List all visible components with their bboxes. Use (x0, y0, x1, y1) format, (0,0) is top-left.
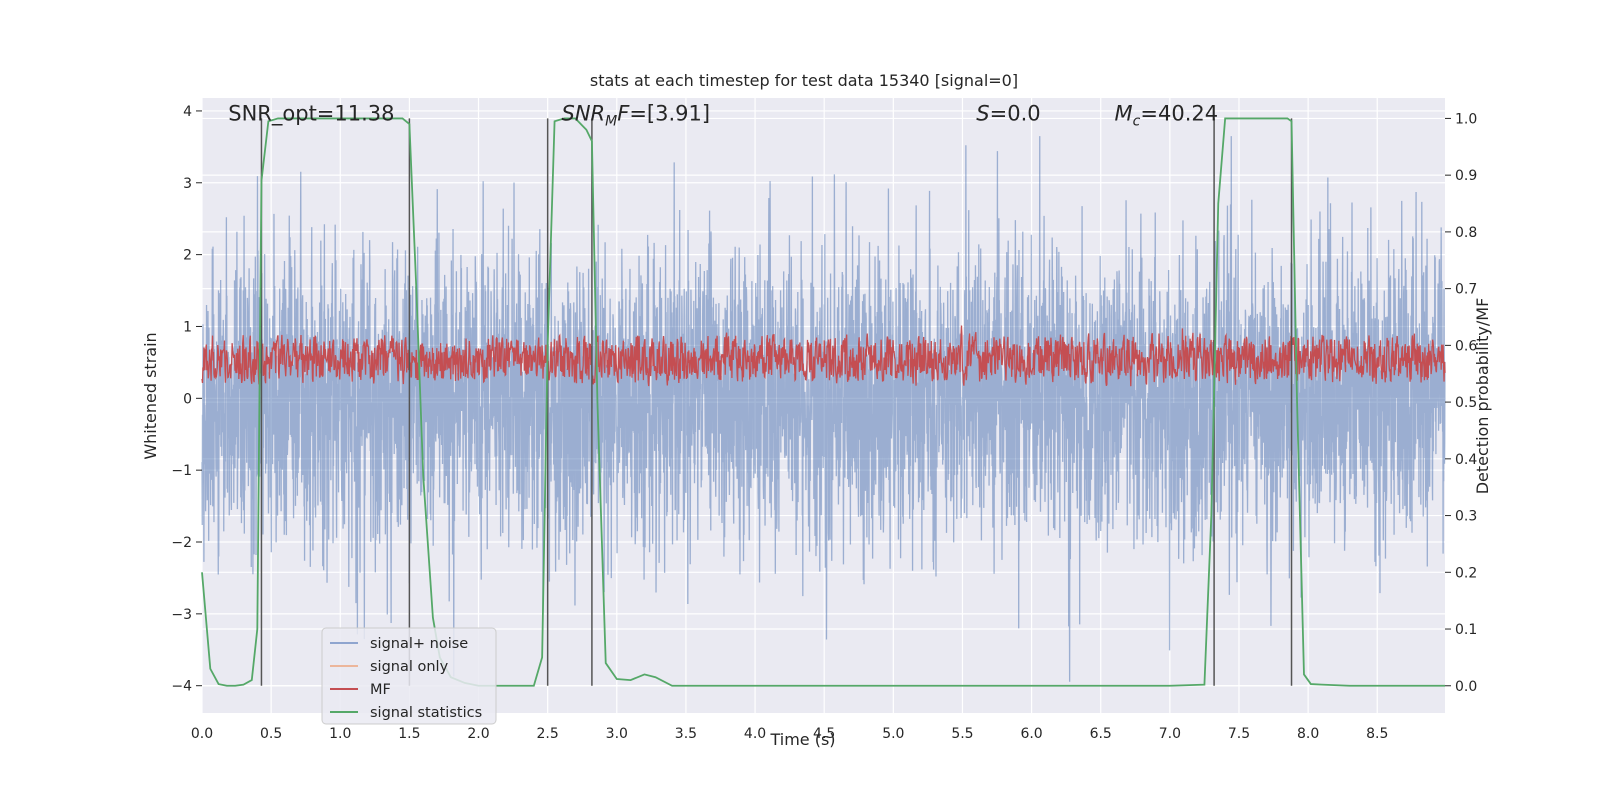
legend: signal+ noise signal only MF signal statist… (321, 627, 497, 725)
y-right-axis-label: Detection probability/MF (1473, 298, 1492, 495)
y-tick-label: 0 (183, 391, 192, 407)
y-tick-label: −2 (171, 535, 192, 551)
legend-label: signal statistics (370, 705, 482, 721)
legend-label: signal+ noise (370, 636, 468, 652)
y-axis-label: Whitened strain (141, 332, 160, 459)
y-tick-label: −4 (171, 679, 192, 695)
x-axis-label: Time (s) (769, 730, 835, 749)
tick-labels: 0.0 0.5 1.0 1.5 2.0 2.5 3.0 3.5 4.0 4.5 5.0 5.5 6.0 6… (171, 104, 1477, 742)
x-tick-label: 1.5 (398, 726, 420, 742)
annotations: SNR_opt=11.38 SNRMF=[3.91] S=0.0 Mc=40.24 (228, 101, 1218, 129)
x-tick-label: 8.0 (1297, 726, 1319, 742)
x-tick-label: 3.0 (606, 726, 628, 742)
annotation-part: M (605, 113, 617, 129)
annotation-part: c (1133, 113, 1141, 129)
y-tick-label: −3 (171, 607, 192, 623)
y-right-tick-label: 0.1 (1455, 622, 1477, 638)
y-right-tick-label: 0.8 (1455, 225, 1477, 241)
y-tick-label: 1 (183, 319, 192, 335)
annotation-part: M (1115, 101, 1133, 125)
x-tick-label: 0.0 (191, 726, 213, 742)
y-right-tick-label: 0.0 (1455, 679, 1477, 695)
x-tick-label: 5.0 (882, 726, 904, 742)
y-tick-label: 2 (183, 248, 192, 264)
legend-label: signal only (370, 659, 449, 675)
series-signal-statistics-line (201, 117, 1445, 687)
x-tick-label: 6.5 (1090, 726, 1112, 742)
annotation-snr-mf: SNRMF=[3.91] (561, 101, 710, 129)
x-tick-label: 7.0 (1159, 726, 1181, 742)
x-tick-label: 4.0 (744, 726, 766, 742)
annotation-part: =0.0 (990, 101, 1041, 125)
x-tick-label: 8.5 (1366, 726, 1388, 742)
annotation-mc-value: Mc=40.24 (1115, 101, 1219, 129)
y-right-tick-label: 0.4 (1455, 452, 1477, 468)
annotation-snr-opt: SNR_opt=11.38 (228, 101, 394, 126)
annotation-part: SNR (561, 101, 605, 125)
annotation-part: =40.24 (1140, 101, 1218, 125)
annotation-part: =[3.91] (629, 101, 710, 125)
y-tick-label: 4 (183, 104, 192, 120)
y-right-tick-label: 0.3 (1455, 509, 1477, 525)
x-tick-label: 0.5 (260, 726, 282, 742)
annotation-part: F (617, 101, 630, 125)
annotation-s-value: S=0.0 (976, 101, 1040, 125)
y-right-tick-label: 0.7 (1455, 282, 1477, 298)
y-tick-label: 3 (183, 176, 192, 192)
x-tick-label: 2.0 (467, 726, 489, 742)
x-tick-label: 3.5 (675, 726, 697, 742)
y-right-tick-label: 0.6 (1455, 338, 1477, 354)
y-right-tick-label: 0.5 (1455, 395, 1477, 411)
x-tick-label: 6.0 (1020, 726, 1042, 742)
x-tick-label: 1.0 (329, 726, 351, 742)
chart-title: stats at each timestep for test data 153… (590, 71, 1018, 90)
legend-box (321, 627, 497, 725)
x-tick-label: 5.5 (951, 726, 973, 742)
x-tick-label: 2.5 (537, 726, 559, 742)
y-right-tick-label: 1.0 (1455, 111, 1477, 127)
y-right-tick-label: 0.2 (1455, 565, 1477, 581)
y-right-tick-label: 0.9 (1455, 168, 1477, 184)
annotation-part: SNR_opt=11.38 (228, 101, 394, 126)
statistics-series-group (201, 117, 1445, 687)
legend-label: MF (370, 682, 391, 698)
y-tick-label: −1 (171, 463, 192, 479)
x-tick-label: 7.5 (1228, 726, 1250, 742)
x-tick-label: 4.5 (813, 726, 835, 742)
annotation-part: S (976, 101, 989, 125)
